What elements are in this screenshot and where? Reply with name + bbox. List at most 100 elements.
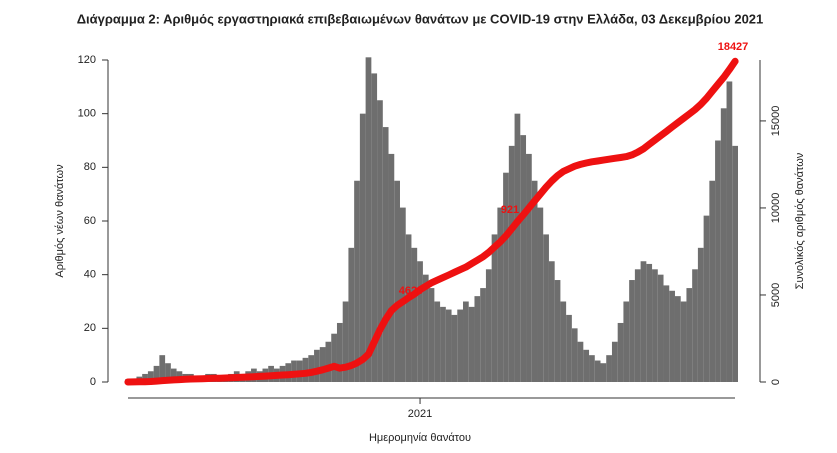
bar: [514, 113, 521, 383]
bar: [617, 322, 624, 382]
bar: [159, 355, 166, 382]
bar: [314, 349, 320, 382]
bar: [348, 247, 355, 382]
y-tick-label: 120: [78, 54, 96, 66]
bar: [726, 81, 733, 382]
bar: [652, 269, 658, 382]
bar: [554, 280, 561, 382]
bar: [147, 371, 154, 382]
bar: [165, 363, 171, 382]
bar: [388, 153, 395, 382]
bar: [153, 365, 160, 382]
bar: [611, 341, 618, 382]
bar: [331, 333, 337, 382]
bar: [634, 269, 641, 382]
bar: [571, 328, 578, 382]
bar: [543, 234, 549, 382]
bar: [548, 261, 555, 382]
bar: [142, 373, 148, 382]
bar: [371, 73, 378, 383]
y-axis-label: Αριθμός νέων θανάτων: [54, 164, 66, 278]
bar: [457, 309, 464, 382]
bar: [491, 234, 498, 382]
bar: [594, 360, 601, 382]
x-tick-label: 2021: [408, 408, 432, 420]
bar: [720, 108, 727, 383]
bar: [508, 145, 515, 382]
y-tick-label: 80: [84, 161, 96, 173]
y2-tick-label: 10000: [770, 193, 782, 224]
bar: [629, 280, 635, 382]
bar: [503, 172, 509, 382]
annotation: 921: [501, 204, 519, 216]
y2-tick-label: 0: [770, 379, 782, 385]
bar: [709, 180, 716, 382]
bar: [715, 140, 721, 382]
bar: [606, 355, 612, 382]
bar: [468, 306, 475, 382]
bar: [646, 263, 653, 382]
bar: [497, 207, 504, 382]
bar: [697, 247, 704, 382]
bar: [365, 57, 372, 383]
bar: [445, 309, 452, 382]
bar: [319, 347, 326, 382]
bar: [342, 301, 349, 382]
bar: [686, 288, 693, 382]
bar: [531, 180, 538, 382]
y2-tick-label: 5000: [770, 283, 782, 307]
bar: [589, 355, 595, 382]
y-tick-label: 100: [78, 108, 96, 120]
bar: [422, 274, 429, 382]
y-tick-label: 20: [84, 322, 96, 334]
bar: [600, 363, 607, 382]
annotation: 4620: [399, 285, 423, 297]
bar: [537, 207, 544, 382]
cumulative-line: [124, 57, 739, 386]
bar: [463, 301, 469, 382]
bar: [394, 180, 400, 382]
bar: [405, 234, 412, 382]
bar: [680, 301, 687, 382]
bar: [170, 368, 177, 382]
bar: [354, 180, 360, 382]
y-tick-label: 60: [84, 215, 96, 227]
bar: [399, 207, 406, 382]
bar: [377, 100, 383, 382]
bar: [560, 301, 567, 382]
bar: [692, 269, 698, 382]
bar: [359, 113, 366, 383]
bar: [382, 127, 389, 382]
y2-axis-label: Συνολικός αριθμός θανάτων: [794, 152, 806, 289]
bar: [623, 301, 630, 382]
bar: [440, 306, 446, 382]
bar: [451, 314, 458, 382]
y2-tick-label: 15000: [770, 106, 782, 137]
bar: [566, 314, 572, 382]
bar: [583, 349, 590, 382]
bar: [485, 269, 492, 382]
bar: [417, 261, 423, 382]
bar: [474, 296, 481, 382]
bar: [411, 247, 418, 382]
bar: [657, 274, 664, 382]
y-tick-label: 0: [90, 376, 96, 388]
bar: [480, 288, 486, 382]
chart-title: Διάγραμμα 2: Αριθμός εργαστηριακά επιβεβ…: [77, 11, 764, 26]
x-axis-label: Ημερομηνία θανάτου: [369, 432, 471, 444]
bar: [308, 355, 315, 382]
bar: [577, 341, 584, 382]
bar: [663, 285, 670, 382]
bar: [640, 261, 647, 382]
bar: [669, 290, 675, 382]
bar: [526, 153, 532, 382]
bar: [434, 301, 441, 382]
bar: [732, 145, 738, 382]
bar: [336, 322, 343, 382]
bar: [703, 215, 710, 382]
bar: [674, 296, 681, 382]
bar: [428, 288, 435, 382]
bar: [520, 135, 527, 382]
y-tick-label: 40: [84, 269, 96, 281]
